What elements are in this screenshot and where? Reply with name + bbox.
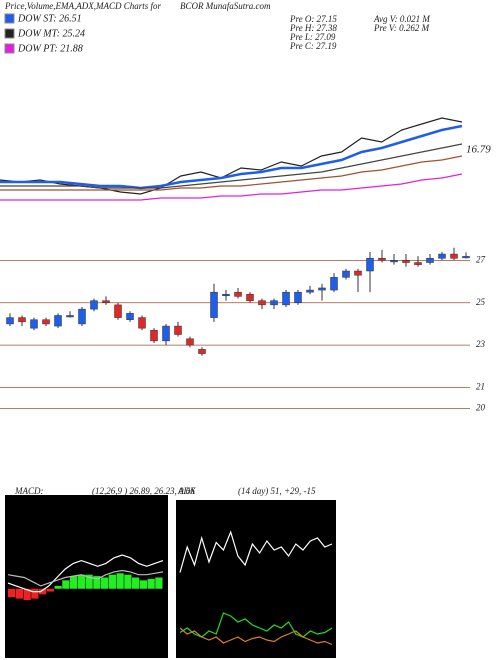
candle-body xyxy=(306,289,314,293)
series-line xyxy=(0,173,463,201)
page-title: Price,Volume,EMA,ADX,MACD Charts for xyxy=(4,1,161,11)
histogram-bar xyxy=(85,574,93,589)
candle-body xyxy=(6,317,14,325)
histogram-bar xyxy=(108,574,116,589)
panel-subtitle: (12,26,9 ) 26.89, 26.23, 0.66 xyxy=(92,486,195,496)
panel-title: MACD: xyxy=(14,486,44,496)
candle-body xyxy=(330,277,338,291)
legend-swatch xyxy=(4,13,15,24)
y-tick-label: 23 xyxy=(476,339,486,349)
candle-body xyxy=(78,308,86,325)
candle-body xyxy=(270,300,278,306)
histogram-bar xyxy=(46,588,54,592)
histogram-bar xyxy=(147,578,155,589)
histogram-bar xyxy=(77,574,85,589)
candle-body xyxy=(138,317,146,329)
candle-body xyxy=(162,325,170,342)
candle-body xyxy=(54,315,62,327)
series-line xyxy=(0,155,463,191)
histogram-bar xyxy=(62,580,70,589)
candle-body xyxy=(222,294,230,297)
candle-body xyxy=(234,291,242,297)
stat: Pre V: 0.262 M xyxy=(373,23,430,33)
adx-panel xyxy=(176,500,336,658)
candle-body xyxy=(114,304,122,318)
candle-body xyxy=(402,260,410,263)
series-line xyxy=(0,143,463,189)
candle-body xyxy=(186,338,194,346)
panel-title: ADX xyxy=(177,486,196,496)
candle-body xyxy=(150,330,158,342)
site: BCOR MunafaSutra.com xyxy=(180,1,271,11)
panel-subtitle: (14 day) 51, +29, -15 xyxy=(238,486,316,496)
series-line xyxy=(179,612,333,638)
histogram-bar xyxy=(8,588,16,598)
candle-body xyxy=(90,300,98,310)
candle-body xyxy=(258,300,266,306)
candle-body xyxy=(18,317,26,323)
candle-body xyxy=(30,319,38,329)
histogram-bar xyxy=(15,588,23,599)
candle-body xyxy=(198,349,206,354)
candle-body xyxy=(354,270,362,276)
candle-body xyxy=(174,325,182,335)
histogram-bar xyxy=(139,580,147,589)
histogram-bar xyxy=(31,588,39,599)
series-line xyxy=(179,530,333,573)
series-line xyxy=(0,124,463,190)
candle-body xyxy=(450,253,458,259)
candle-body xyxy=(414,262,422,265)
candle-body xyxy=(366,258,374,272)
candle-body xyxy=(102,300,110,304)
histogram-bar xyxy=(39,588,47,595)
candle-body xyxy=(294,291,302,304)
legend-label: DOW MT: 25.24 xyxy=(17,28,85,39)
histogram-bar xyxy=(155,577,163,589)
candle-body xyxy=(126,313,134,320)
legend-label: DOW PT: 21.88 xyxy=(17,43,83,54)
stat: Pre C: 27.19 xyxy=(289,41,337,51)
candle-body xyxy=(66,315,74,318)
candle-body xyxy=(426,258,434,263)
histogram-bar xyxy=(116,573,124,589)
histogram-bar xyxy=(93,576,101,589)
histogram-bar xyxy=(54,585,62,589)
histogram-bar xyxy=(124,574,132,589)
y-tick-label: 20 xyxy=(476,403,486,413)
stat: Avg V: 0.021 M xyxy=(373,14,430,24)
candle-body xyxy=(462,256,470,259)
legend-swatch xyxy=(4,43,15,54)
candle-body xyxy=(318,287,326,291)
stat: Pre O: 27.15 xyxy=(289,14,337,24)
stat: Pre H: 27.38 xyxy=(289,23,337,33)
legend-label: DOW ST: 26.51 xyxy=(17,13,82,24)
y-tick-label: 25 xyxy=(476,297,486,307)
candle-body xyxy=(246,294,254,301)
annotation: 16.79 xyxy=(466,144,491,156)
histogram-bar xyxy=(70,576,78,589)
candle-body xyxy=(378,258,386,261)
candle-body xyxy=(342,270,350,278)
histogram-bar xyxy=(132,577,140,589)
series-line xyxy=(7,569,164,587)
histogram-bar xyxy=(23,588,31,600)
histogram-bar xyxy=(101,577,109,589)
y-tick-label: 27 xyxy=(476,254,486,264)
candle-body xyxy=(390,260,398,263)
stat: Pre L: 27.09 xyxy=(289,32,336,42)
candle-body xyxy=(210,291,218,318)
legend-swatch xyxy=(4,28,15,39)
candle-body xyxy=(438,253,446,259)
series-line xyxy=(179,627,333,646)
y-tick-label: 21 xyxy=(476,382,485,392)
candle-body xyxy=(282,291,290,306)
candle-body xyxy=(42,319,50,325)
series-line xyxy=(7,554,164,593)
